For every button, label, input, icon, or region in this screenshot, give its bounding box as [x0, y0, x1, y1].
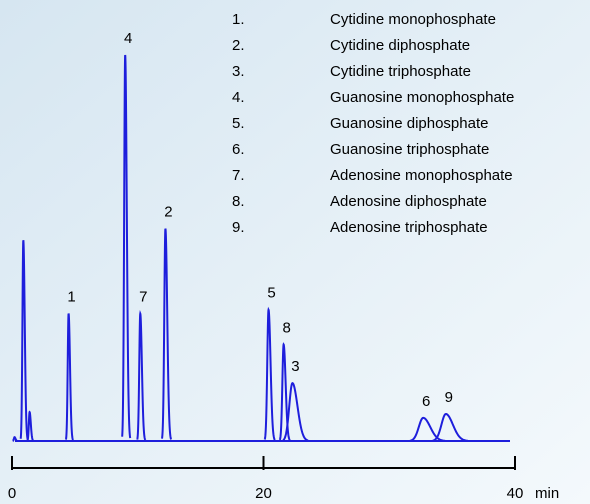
- x-tick-label: 20: [255, 485, 272, 502]
- peak-label: 5: [267, 285, 275, 302]
- legend-name: Adenosine monophosphate: [330, 167, 513, 184]
- peak: [278, 342, 291, 441]
- peak-label: 4: [124, 30, 132, 47]
- peak: [136, 309, 147, 441]
- legend-name: Guanosine monophosphate: [330, 89, 514, 106]
- peak: [121, 54, 132, 439]
- x-tick-label: 40: [507, 485, 524, 502]
- legend-name: Cytidine triphosphate: [330, 63, 471, 80]
- peak: [282, 381, 309, 442]
- legend-number: 6.: [232, 141, 245, 158]
- legend-name: Cytidine monophosphate: [330, 11, 496, 28]
- legend-name: Adenosine diphosphate: [330, 193, 487, 210]
- peak: [409, 416, 446, 442]
- peak: [12, 436, 18, 442]
- peak: [161, 228, 173, 440]
- legend-name: Adenosine triphosphate: [330, 219, 488, 236]
- peak-label: 2: [164, 204, 172, 221]
- peak: [64, 313, 74, 441]
- legend-name: Cytidine diphosphate: [330, 37, 470, 54]
- legend-number: 3.: [232, 63, 245, 80]
- peak-label: 6: [422, 393, 430, 410]
- peak-label: 3: [291, 358, 299, 375]
- peak-label: 7: [139, 289, 147, 306]
- legend-number: 8.: [232, 193, 245, 210]
- legend-number: 5.: [232, 115, 245, 132]
- legend-number: 9.: [232, 219, 245, 236]
- legend-number: 4.: [232, 89, 245, 106]
- legend-name: Guanosine triphosphate: [330, 141, 489, 158]
- legend-number: 2.: [232, 37, 245, 54]
- x-tick-label: 0: [8, 485, 16, 502]
- peak: [263, 306, 276, 441]
- peak-label: 1: [67, 289, 75, 306]
- legend-name: Guanosine diphosphate: [330, 115, 488, 132]
- peak-label: 8: [282, 319, 290, 336]
- legend-number: 1.: [232, 11, 245, 28]
- peak: [19, 240, 29, 440]
- peak-label: 9: [445, 389, 453, 406]
- x-axis-label: min: [535, 485, 559, 502]
- peak: [26, 410, 34, 442]
- peak: [432, 412, 468, 442]
- legend-number: 7.: [232, 167, 245, 184]
